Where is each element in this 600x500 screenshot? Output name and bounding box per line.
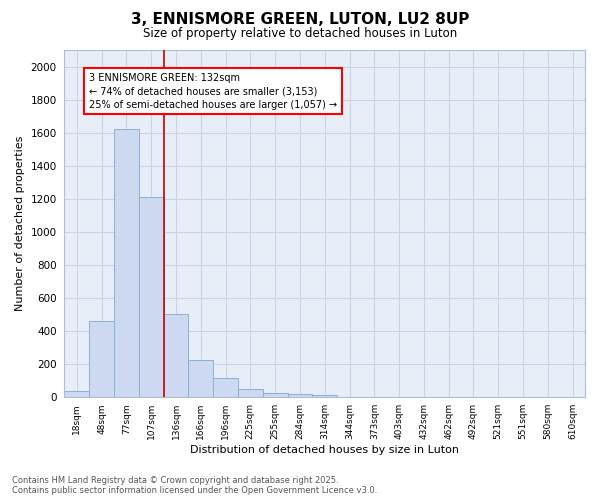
Bar — [89, 321, 114, 397]
Bar — [263, 392, 287, 397]
Bar — [213, 378, 238, 397]
Text: 3 ENNISMORE GREEN: 132sqm
← 74% of detached houses are smaller (3,153)
25% of se: 3 ENNISMORE GREEN: 132sqm ← 74% of detac… — [89, 73, 337, 110]
Bar — [164, 314, 188, 397]
Bar — [313, 395, 337, 397]
Bar — [64, 391, 89, 397]
Text: Size of property relative to detached houses in Luton: Size of property relative to detached ho… — [143, 28, 457, 40]
Text: Contains HM Land Registry data © Crown copyright and database right 2025.
Contai: Contains HM Land Registry data © Crown c… — [12, 476, 377, 495]
Bar — [287, 394, 313, 397]
Bar — [238, 390, 263, 397]
Bar — [139, 197, 164, 397]
Y-axis label: Number of detached properties: Number of detached properties — [15, 136, 25, 311]
Bar — [188, 360, 213, 397]
X-axis label: Distribution of detached houses by size in Luton: Distribution of detached houses by size … — [190, 445, 459, 455]
Bar — [114, 130, 139, 397]
Text: 3, ENNISMORE GREEN, LUTON, LU2 8UP: 3, ENNISMORE GREEN, LUTON, LU2 8UP — [131, 12, 469, 28]
